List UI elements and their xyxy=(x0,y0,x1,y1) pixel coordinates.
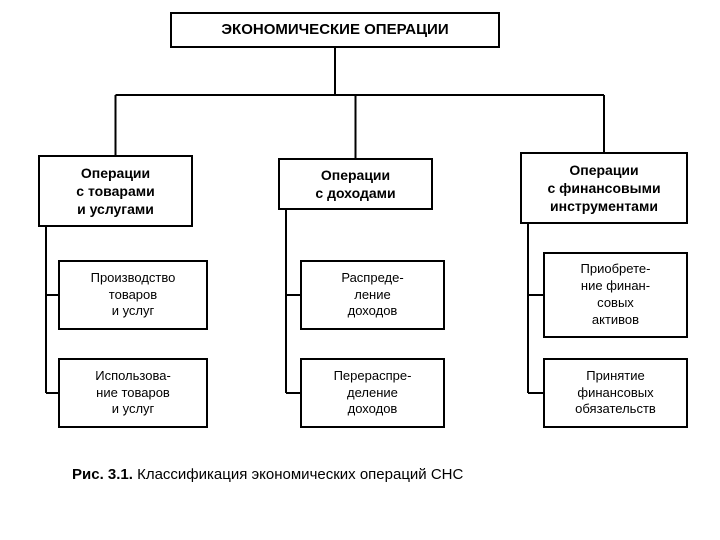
caption-prefix: Рис. 3.1. xyxy=(72,466,137,483)
leaf-node: Перераспре-делениедоходов xyxy=(300,358,445,428)
leaf-label: Производствотоварови услуг xyxy=(91,270,176,321)
category-label: Операциис товарамии услугами xyxy=(76,164,154,219)
leaf-node: Производствотоварови услуг xyxy=(58,260,208,330)
leaf-label: Принятиефинансовыхобязательств xyxy=(575,368,656,419)
leaf-node: Приобрете-ние финан-совыхактивов xyxy=(543,252,688,338)
category-node-financial: Операциис финансовымиинструментами xyxy=(520,152,688,224)
root-label: ЭКОНОМИЧЕСКИЕ ОПЕРАЦИИ xyxy=(221,20,448,40)
leaf-label: Использова-ние товарови услуг xyxy=(95,368,171,419)
leaf-label: Перераспре-делениедоходов xyxy=(334,368,412,419)
leaf-node: Использова-ние товарови услуг xyxy=(58,358,208,428)
category-node-goods: Операциис товарамии услугами xyxy=(38,155,193,227)
leaf-label: Приобрете-ние финан-совыхактивов xyxy=(581,261,651,329)
root-node: ЭКОНОМИЧЕСКИЕ ОПЕРАЦИИ xyxy=(170,12,500,48)
figure-caption: Рис. 3.1. Классификация экономических оп… xyxy=(72,466,463,483)
leaf-node: Принятиефинансовыхобязательств xyxy=(543,358,688,428)
category-label: Операциис финансовымиинструментами xyxy=(547,161,660,216)
leaf-node: Распреде-лениедоходов xyxy=(300,260,445,330)
category-node-income: Операциис доходами xyxy=(278,158,433,210)
category-label: Операциис доходами xyxy=(315,166,395,202)
caption-text: Классификация экономических операций СНС xyxy=(137,466,463,483)
leaf-label: Распреде-лениедоходов xyxy=(341,270,403,321)
